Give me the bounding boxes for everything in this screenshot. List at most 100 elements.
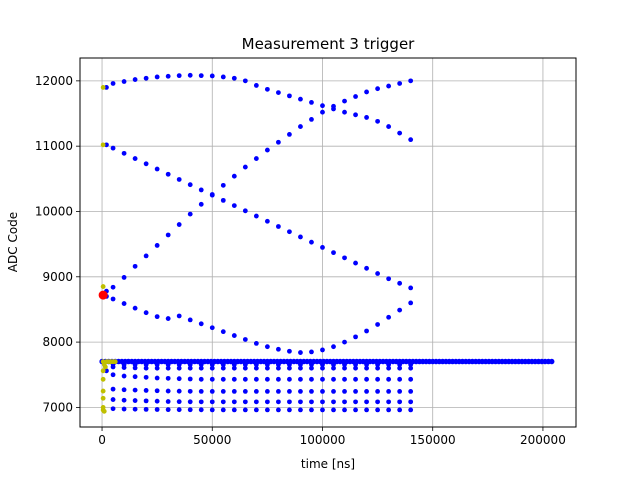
data-point xyxy=(143,365,149,371)
data-point xyxy=(165,171,171,177)
data-point xyxy=(375,365,380,371)
data-point xyxy=(309,116,314,122)
data-point xyxy=(264,86,270,92)
data-point xyxy=(320,399,325,405)
data-point xyxy=(264,376,270,382)
data-point xyxy=(187,388,193,394)
data-point xyxy=(320,376,325,382)
data-point xyxy=(132,305,138,311)
data-point xyxy=(287,407,292,413)
data-point xyxy=(132,406,138,412)
data-point xyxy=(231,389,237,394)
data-point xyxy=(253,341,259,346)
data-point xyxy=(386,83,392,89)
data-point xyxy=(209,192,215,197)
data-point xyxy=(375,407,380,413)
data-point xyxy=(342,407,347,413)
data-point xyxy=(143,75,149,81)
data-point xyxy=(176,177,182,182)
data-point xyxy=(198,321,204,327)
data-point xyxy=(276,399,281,405)
data-point xyxy=(143,310,149,316)
data-point xyxy=(320,362,325,368)
data-point xyxy=(364,407,369,413)
data-point xyxy=(101,408,107,414)
data-point xyxy=(364,115,369,120)
data-point xyxy=(198,407,204,413)
data-point xyxy=(408,137,414,143)
data-point xyxy=(198,365,204,371)
data-point xyxy=(100,142,106,148)
y-tick-label: 7000 xyxy=(42,400,73,414)
data-point xyxy=(253,399,259,405)
data-point xyxy=(408,376,414,382)
data-point xyxy=(320,244,325,250)
data-point xyxy=(375,118,380,124)
data-point xyxy=(264,362,270,368)
data-point xyxy=(331,376,336,382)
chart-title: Measurement 3 trigger xyxy=(242,35,416,53)
data-point xyxy=(375,322,380,327)
data-point xyxy=(143,253,149,259)
data-point xyxy=(209,73,215,79)
data-point xyxy=(375,362,380,368)
data-point xyxy=(104,142,109,148)
data-point xyxy=(287,229,292,235)
data-point xyxy=(298,399,303,405)
data-point xyxy=(331,365,336,371)
data-point xyxy=(298,407,303,413)
data-point xyxy=(331,344,336,350)
data-point xyxy=(132,387,138,393)
data-point xyxy=(386,399,392,405)
data-point xyxy=(121,150,127,156)
data-point xyxy=(198,187,204,193)
data-point xyxy=(176,365,182,371)
data-point xyxy=(165,399,171,404)
data-point xyxy=(320,103,325,109)
data-point xyxy=(264,365,270,371)
data-point xyxy=(187,362,193,368)
data-point xyxy=(143,388,149,393)
data-point xyxy=(331,103,336,109)
data-point xyxy=(176,73,182,79)
data-point xyxy=(342,362,347,368)
y-tick-label: 11000 xyxy=(35,139,73,153)
data-point xyxy=(309,362,314,368)
data-point xyxy=(386,362,392,368)
data-point xyxy=(132,263,138,269)
data-point xyxy=(220,74,226,80)
data-point xyxy=(287,362,292,368)
data-point xyxy=(198,399,204,405)
data-point xyxy=(132,398,138,403)
data-point xyxy=(242,164,248,170)
data-point xyxy=(121,79,127,84)
data-point xyxy=(231,333,237,338)
data-point xyxy=(408,300,414,306)
y-tick-label: 8000 xyxy=(42,335,73,349)
data-point xyxy=(298,389,303,394)
data-point xyxy=(276,376,281,382)
data-point xyxy=(397,376,403,382)
data-point xyxy=(100,284,106,289)
data-point xyxy=(110,81,116,86)
data-point xyxy=(375,399,380,405)
data-point xyxy=(231,173,237,179)
data-point xyxy=(287,399,292,405)
data-point xyxy=(102,364,108,370)
data-point xyxy=(386,389,392,394)
data-point xyxy=(242,399,248,405)
data-point xyxy=(320,109,325,115)
data-point xyxy=(353,112,358,118)
data-point xyxy=(154,362,160,368)
data-point xyxy=(165,316,171,321)
data-point xyxy=(386,276,392,282)
data-point xyxy=(176,222,182,227)
data-point xyxy=(253,407,259,413)
data-point xyxy=(364,265,369,271)
data-point xyxy=(353,365,358,371)
data-point xyxy=(386,124,392,129)
data-point xyxy=(309,376,314,382)
data-point xyxy=(364,362,369,368)
data-point xyxy=(112,359,118,365)
